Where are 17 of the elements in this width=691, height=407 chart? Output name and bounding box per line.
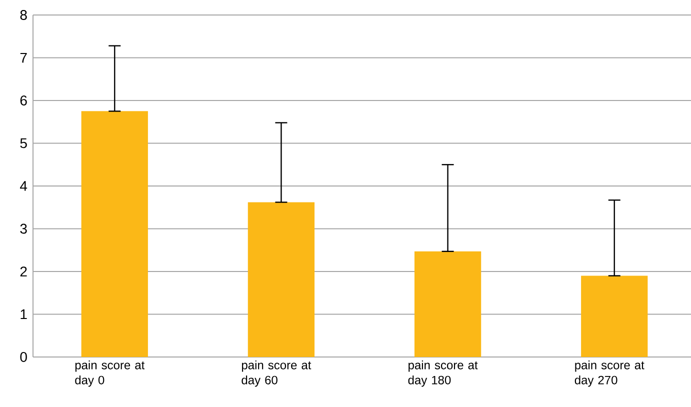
y-tick-label: 5	[20, 138, 27, 148]
bar	[414, 251, 482, 357]
x-tick-label: pain score at day 0	[75, 360, 145, 387]
y-tick-label: 4	[20, 181, 28, 191]
y-tick-label: 0	[20, 352, 27, 362]
bar	[248, 202, 315, 357]
x-tick-label: pain score at day 270	[574, 360, 644, 387]
y-tick-label: 3	[20, 224, 27, 234]
y-tick-label: 7	[20, 52, 27, 63]
y-tick-label: 1	[20, 309, 27, 320]
x-tick-label: pain score at day 60	[242, 360, 312, 387]
y-tick-label: 6	[20, 96, 27, 106]
bar	[81, 111, 148, 357]
y-tick-label: 2	[20, 266, 27, 276]
y-tick-label: 8	[20, 10, 27, 20]
bar	[581, 276, 648, 357]
x-tick-label: pain score at day 180	[408, 360, 478, 387]
